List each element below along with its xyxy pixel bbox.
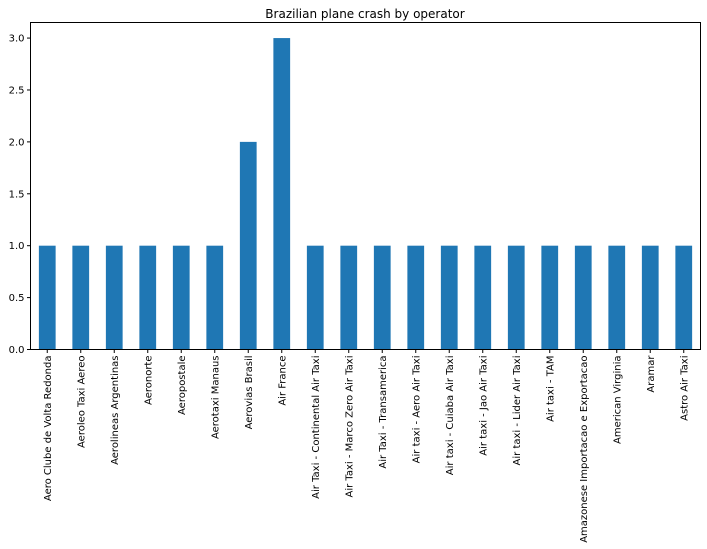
x-tick-label: Aerotaxi Manaus <box>210 356 221 440</box>
y-tick-label: 0.0 <box>9 345 25 356</box>
x-tick-label: Aeronorte <box>143 356 154 405</box>
x-tick-label: Air taxi - Lider Air Taxi <box>512 356 523 466</box>
x-tick-label: Air taxi - Cuiaba Air Taxi <box>445 356 456 476</box>
bar <box>273 38 291 350</box>
bar <box>675 245 693 350</box>
x-tick-label: Astro Air Taxi <box>679 356 690 421</box>
y-axis: 0.0 0.5 1.0 1.5 2.0 2.5 3.0 <box>9 34 31 356</box>
bar <box>139 245 157 350</box>
x-tick-label: Air France <box>277 356 288 406</box>
x-tick-label: Air Taxi - Continental Air Taxi <box>311 356 322 499</box>
bar <box>608 245 626 350</box>
x-tick-label: Aerovias Brasil <box>244 356 255 430</box>
bar <box>474 245 492 350</box>
bar <box>206 245 224 350</box>
bar <box>641 245 659 350</box>
y-tick-label: 1.0 <box>9 241 25 252</box>
bar <box>574 245 592 350</box>
bar <box>407 245 425 350</box>
x-tick-label: Amazonese Importacao e Exportacao <box>579 356 590 543</box>
bar <box>72 245 90 350</box>
y-tick-label: 2.5 <box>9 85 25 96</box>
bar <box>38 245 56 350</box>
bar <box>340 245 358 350</box>
bars-group <box>38 38 693 350</box>
bar <box>373 245 391 350</box>
bar <box>306 245 324 350</box>
bar <box>507 245 525 350</box>
chart-title: Brazilian plane crash by operator <box>265 7 464 21</box>
x-tick-label: Air Taxi - Transamerica <box>378 356 389 469</box>
x-tick-label: Air taxi - Jao Air Taxi <box>478 356 489 456</box>
y-tick-label: 0.5 <box>9 293 25 304</box>
y-tick-label: 2.0 <box>9 137 25 148</box>
x-tick-label: Air taxi - Aero Air Taxi <box>411 356 422 464</box>
plot-frame <box>30 22 701 350</box>
x-tick-label: Aerolineas Argentinas <box>110 356 121 465</box>
x-tick-label: American Virginia <box>612 356 623 444</box>
bar <box>440 245 458 350</box>
bar <box>105 245 123 350</box>
x-tick-label: Aeropostale <box>177 356 188 415</box>
bar <box>172 245 190 350</box>
y-tick-label: 3.0 <box>9 34 25 45</box>
bar <box>541 245 559 350</box>
x-tick-label: Aero Clube de Volta Redonda <box>43 356 54 502</box>
x-tick-label: Aramar <box>646 355 657 393</box>
x-tick-label: Aeroleo Taxi Aereo <box>76 356 87 449</box>
bar <box>239 141 257 350</box>
x-tick-label: Air Taxi - Marco Zero Air Taxi <box>344 356 355 498</box>
x-axis: Aero Clube de Volta Redonda Aeroleo Taxi … <box>43 349 690 543</box>
y-tick-label: 1.5 <box>9 189 25 200</box>
x-tick-label: Air taxi - TAM <box>545 356 556 422</box>
